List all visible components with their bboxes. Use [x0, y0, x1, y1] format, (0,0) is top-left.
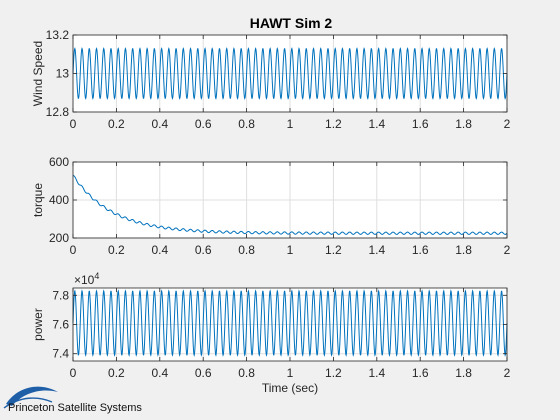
y-axis-label: power [31, 308, 45, 341]
y-tick-label: 400 [49, 193, 69, 207]
exponent-base: ×10 [74, 273, 95, 287]
y-tick-label: 13 [56, 67, 70, 81]
x-axis-label: Time (sec) [262, 381, 318, 395]
x-tick-label: 0.4 [151, 366, 168, 380]
x-tick-label: 1.4 [368, 117, 385, 131]
y-exponent-label: ×104 [74, 271, 99, 287]
figure-title: HAWT Sim 2 [250, 15, 333, 31]
axes-1: 0 0.2 0.4 0.6 0.8 1 1.2 1.4 1.6 1.8 2 12.8 13 13.2Win… [31, 28, 511, 131]
y-tick-label: 7.8 [52, 288, 69, 302]
x-tick-label: 0.8 [238, 243, 255, 257]
x-tick-label: 0.2 [108, 366, 125, 380]
x-tick-label: 1.4 [368, 243, 385, 257]
x-tick-label: 1.6 [412, 243, 429, 257]
x-tick-label: 0 [70, 243, 77, 257]
x-tick-label: 2 [504, 366, 511, 380]
x-tick-label: 1.8 [455, 366, 472, 380]
x-tick-label: 1 [287, 117, 294, 131]
x-tick-label: 1.8 [455, 243, 472, 257]
x-tick-label: 0.4 [151, 243, 168, 257]
exponent-power: 4 [94, 271, 99, 281]
x-tick-label: 0.6 [195, 366, 212, 380]
series-line [72, 174, 508, 235]
x-tick-label: 1 [287, 366, 294, 380]
x-tick-label: 0.6 [195, 117, 212, 131]
y-tick-label: 7.6 [52, 318, 69, 332]
x-tick-label: 0.8 [238, 366, 255, 380]
y-axis-label: Wind Speed [31, 41, 45, 106]
axes-3: 0 0.2 0.4 0.6 0.8 1 1.2 1.4 1.6 1.8 2 7.4 7.6 7.8 powe… [31, 271, 511, 395]
x-tick-label: 1 [287, 243, 294, 257]
logo-arc-icon [3, 397, 53, 409]
y-tick-label: 12.8 [46, 105, 70, 119]
x-tick-label: 1.6 [412, 366, 429, 380]
y-tick-label: 13.2 [46, 28, 70, 42]
axes-2: 0 0.2 0.4 0.6 0.8 1 1.2 1.4 1.6 1.8 2 200 400 600 torq… [31, 155, 511, 257]
series-line [72, 47, 508, 100]
logo: Princeton Satellite Systems [3, 386, 142, 414]
y-tick-label: 7.4 [52, 347, 69, 361]
x-tick-label: 1.8 [455, 117, 472, 131]
x-tick-label: 0 [70, 117, 77, 131]
x-tick-label: 1.6 [412, 117, 429, 131]
x-tick-label: 0.2 [108, 243, 125, 257]
series-line [72, 289, 508, 357]
x-tick-label: 1.2 [325, 243, 342, 257]
x-tick-label: 1.4 [368, 366, 385, 380]
y-axis-label: torque [31, 183, 45, 217]
y-tick-label: 600 [49, 155, 69, 169]
x-tick-label: 0.6 [195, 243, 212, 257]
x-tick-label: 2 [504, 117, 511, 131]
x-tick-label: 0.8 [238, 117, 255, 131]
logo-text: Princeton Satellite Systems [8, 402, 142, 414]
x-tick-label: 0.4 [151, 117, 168, 131]
x-tick-label: 0.2 [108, 117, 125, 131]
x-tick-label: 1.2 [325, 366, 342, 380]
x-tick-label: 1.2 [325, 117, 342, 131]
x-tick-label: 0 [70, 366, 77, 380]
x-tick-label: 2 [504, 243, 511, 257]
y-tick-label: 200 [49, 231, 69, 245]
